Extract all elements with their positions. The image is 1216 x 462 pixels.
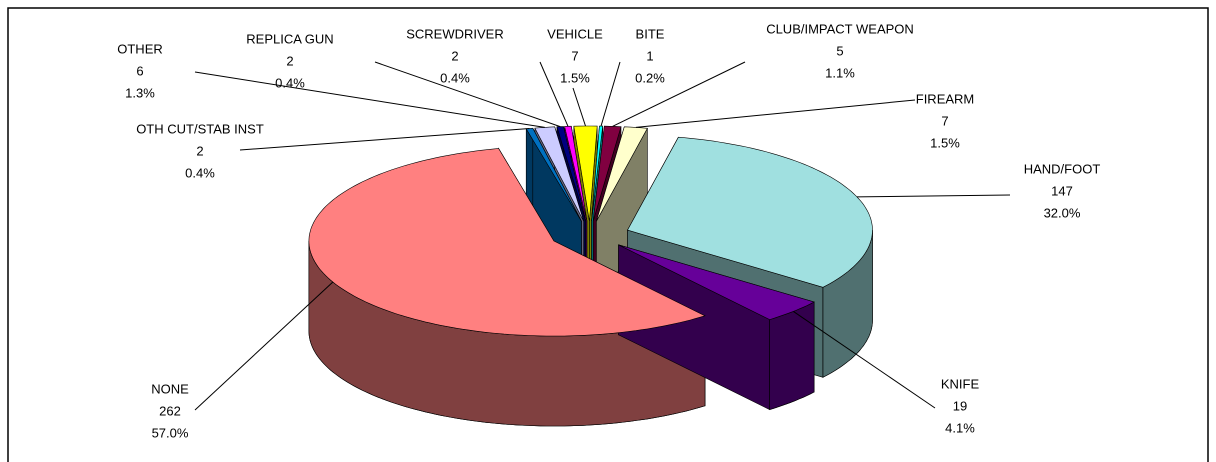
percent-label: 32.0% bbox=[1044, 205, 1081, 220]
category-label: VEHICLE bbox=[547, 26, 603, 41]
leader-line bbox=[572, 87, 586, 127]
category-label: HAND/FOOT bbox=[1024, 161, 1101, 176]
category-label: NONE bbox=[151, 381, 189, 396]
leader-line bbox=[612, 61, 746, 127]
value-label: 7 bbox=[941, 113, 948, 128]
value-label: 7 bbox=[571, 48, 578, 63]
value-label: 2 bbox=[286, 53, 293, 68]
percent-label: 4.1% bbox=[945, 420, 975, 435]
percent-label: 1.3% bbox=[125, 85, 155, 100]
slice-top bbox=[592, 125, 622, 222]
category-label: FIREARM bbox=[916, 91, 975, 106]
slice-tops bbox=[308, 125, 873, 337]
percent-label: 57.0% bbox=[152, 425, 189, 440]
leader-line bbox=[239, 128, 530, 151]
leader-line bbox=[793, 310, 936, 409]
value-label: 2 bbox=[451, 48, 458, 63]
value-label: 2 bbox=[196, 143, 203, 158]
value-label: 5 bbox=[836, 43, 843, 58]
percent-label: 0.4% bbox=[440, 70, 470, 85]
percent-label: 0.2% bbox=[635, 70, 665, 85]
value-label: 6 bbox=[136, 63, 143, 78]
category-label: CLUB/IMPACT WEAPON bbox=[766, 21, 914, 36]
percent-label: 0.4% bbox=[275, 75, 305, 90]
outer-wall bbox=[769, 301, 815, 411]
leader-line bbox=[600, 61, 621, 127]
percent-label: 1.5% bbox=[560, 70, 590, 85]
leader-line bbox=[856, 194, 1011, 198]
slice-top bbox=[618, 244, 815, 320]
value-label: 1 bbox=[646, 48, 653, 63]
leader-line bbox=[539, 61, 569, 127]
percent-label: 1.1% bbox=[825, 65, 855, 80]
value-label: 19 bbox=[953, 398, 967, 413]
leader-line bbox=[635, 99, 916, 128]
leader-line bbox=[194, 71, 545, 128]
category-label: OTH CUT/STAB INST bbox=[136, 121, 264, 136]
category-label: SCREWDRIVER bbox=[406, 26, 504, 41]
leader-line bbox=[374, 61, 561, 128]
category-label: OTHER bbox=[117, 41, 163, 56]
chart-frame bbox=[7, 7, 1209, 462]
category-label: BITE bbox=[636, 26, 665, 41]
percent-label: 1.5% bbox=[930, 135, 960, 150]
slice-top bbox=[627, 136, 873, 288]
slice-side bbox=[618, 244, 815, 411]
value-label: 147 bbox=[1051, 183, 1073, 198]
value-label: 262 bbox=[159, 403, 181, 418]
leader-line bbox=[194, 281, 334, 411]
category-label: REPLICA GUN bbox=[246, 31, 333, 46]
percent-label: 0.4% bbox=[185, 165, 215, 180]
category-label: KNIFE bbox=[941, 376, 980, 391]
